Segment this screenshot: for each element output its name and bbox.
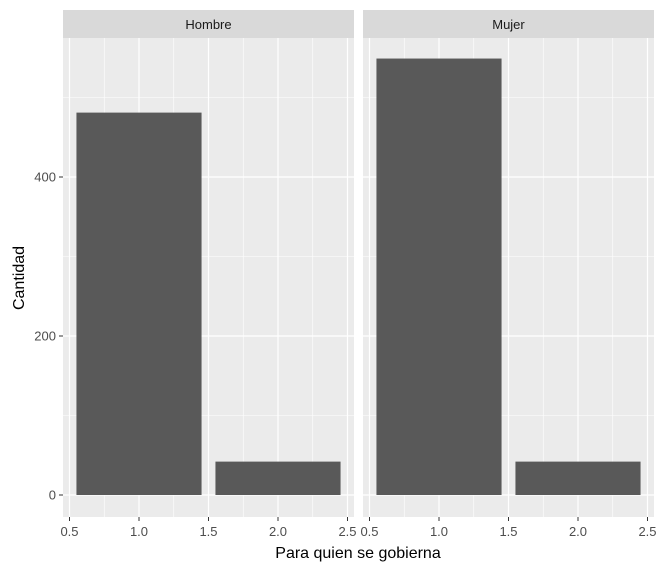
bar-mujer-2 bbox=[515, 461, 641, 495]
x-axis-title: Para quien se gobierna bbox=[275, 545, 441, 562]
y-tick-label: 400 bbox=[34, 170, 56, 185]
y-tick-label: 200 bbox=[34, 329, 56, 344]
y-axis: 0 200 400 bbox=[34, 170, 63, 503]
facet-panels: Hombre 0.5 1.0 1.5 2.0 2.5 Mujer 0.5 1.0 1.5 2.0 2.… bbox=[60, 10, 657, 539]
x-tick-label: 0.5 bbox=[60, 524, 78, 539]
x-tick-label: 1.0 bbox=[130, 524, 148, 539]
facet-strip bbox=[363, 10, 654, 38]
facet-strip-label: Hombre bbox=[185, 17, 231, 32]
bar-hombre-1 bbox=[76, 112, 202, 495]
x-tick-label: 2.5 bbox=[338, 524, 356, 539]
facet-panel-mujer: Mujer 0.5 1.0 1.5 2.0 2.5 bbox=[360, 10, 657, 539]
x-tick-label: 2.0 bbox=[269, 524, 287, 539]
x-tick-label: 1.0 bbox=[430, 524, 448, 539]
facet-strip-label: Mujer bbox=[492, 17, 525, 32]
bar-hombre-2 bbox=[215, 461, 341, 495]
x-tick-label: 2.5 bbox=[638, 524, 656, 539]
x-tick-label: 1.5 bbox=[199, 524, 217, 539]
bar-mujer-1 bbox=[376, 58, 502, 496]
facet-strip bbox=[63, 10, 354, 38]
y-axis-title: Cantidad bbox=[11, 246, 28, 310]
x-tick-label: 2.0 bbox=[569, 524, 587, 539]
y-tick-label: 0 bbox=[49, 488, 56, 503]
x-tick-label: 0.5 bbox=[360, 524, 378, 539]
facet-panel-hombre: Hombre 0.5 1.0 1.5 2.0 2.5 bbox=[60, 10, 357, 539]
x-tick-label: 1.5 bbox=[499, 524, 517, 539]
